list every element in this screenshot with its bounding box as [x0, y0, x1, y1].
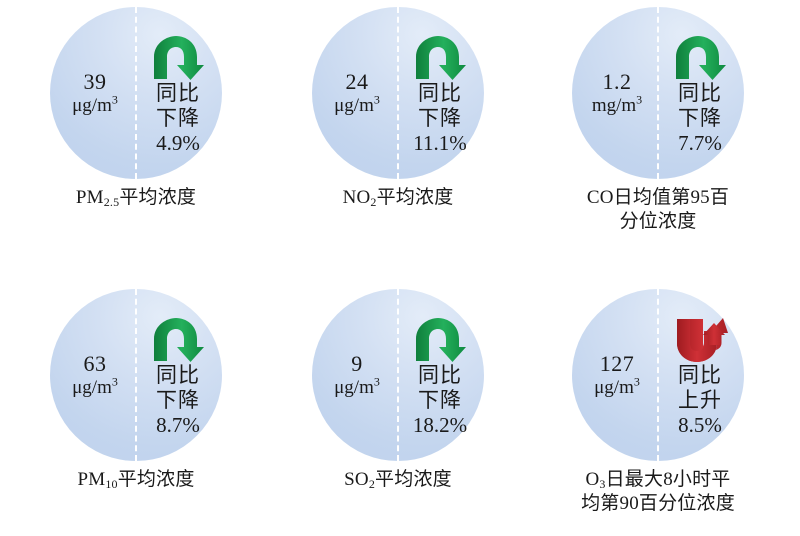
indicator-card-co: 1.2 mg/m3 同比 下降 7.7% CO日均值第95百 分位浓度 — [528, 0, 788, 235]
value-number: 63 — [83, 350, 107, 376]
trend-label-line2: 下降 — [156, 106, 200, 130]
caption-subscript: 10 — [105, 477, 118, 491]
down-trend-arrow-glyph — [416, 36, 466, 81]
unit-text: μg/m — [72, 377, 112, 399]
trend-percent: 8.5% — [678, 413, 722, 438]
trend-label-line1: 同比 — [156, 364, 200, 388]
disc-dashed-divider — [135, 289, 137, 461]
unit-exponent: 3 — [111, 92, 118, 107]
down-trend-arrow-glyph — [154, 36, 204, 81]
trend-label-line2: 下降 — [156, 388, 200, 412]
value-block: 1.2 mg/m3 — [576, 7, 658, 179]
value-number: 127 — [599, 350, 635, 376]
unit-text: mg/m — [591, 95, 637, 117]
up-trend-arrow-glyph — [677, 318, 728, 363]
indicator-card-pm10: 63 μg/m3 同比 下降 8.7% PM10平均浓度 — [6, 282, 266, 492]
value-unit: μg/m3 — [594, 374, 640, 399]
trend-label-line1: 同比 — [678, 82, 722, 106]
trend-block: 同比 上升 8.5% — [658, 289, 742, 461]
disc-dashed-divider — [135, 7, 137, 179]
unit-exponent: 3 — [373, 92, 380, 107]
trend-percent: 8.7% — [156, 413, 200, 438]
trend-label-line2: 下降 — [418, 388, 462, 412]
indicator-disc: 127 μg/m3 同比 上升 8.5% — [572, 289, 744, 461]
caption-line: PM2.5平均浓度 — [75, 187, 197, 209]
indicator-card-pm25: 39 μg/m3 同比 下降 4.9% PM2.5平均浓度 — [6, 0, 266, 210]
indicator-caption: PM10平均浓度 — [6, 468, 266, 492]
trend-label-line2: 下降 — [418, 106, 462, 130]
caption-line: SO2平均浓度 — [344, 469, 452, 491]
trend-label-line1: 同比 — [156, 82, 200, 106]
indicator-disc: 39 μg/m3 同比 下降 4.9% — [50, 7, 222, 179]
trend-block: 同比 下降 4.9% — [136, 7, 220, 179]
value-unit: μg/m3 — [72, 92, 118, 117]
indicator-caption: PM2.5平均浓度 — [6, 186, 266, 210]
indicator-card-so2: 9 μg/m3 同比 下降 18.2% SO2平均浓度 — [268, 282, 528, 492]
indicator-caption: CO日均值第95百 分位浓度 — [528, 186, 788, 235]
down-trend-arrow-glyph — [676, 36, 726, 81]
disc-dashed-divider — [657, 289, 659, 461]
trend-block: 同比 下降 18.2% — [398, 289, 482, 461]
unit-text: μg/m — [334, 95, 374, 117]
trend-percent: 11.1% — [413, 131, 467, 156]
caption-line: NO2平均浓度 — [342, 187, 454, 209]
caption-subscript: 3 — [599, 477, 606, 491]
trend-block: 同比 下降 7.7% — [658, 7, 742, 179]
value-number: 24 — [345, 68, 369, 94]
value-unit: μg/m3 — [334, 92, 380, 117]
indicator-disc: 1.2 mg/m3 同比 下降 7.7% — [572, 7, 744, 179]
disc-dashed-divider — [397, 7, 399, 179]
value-unit: mg/m3 — [591, 92, 643, 117]
caption-subscript: 2 — [370, 195, 377, 209]
indicator-card-no2: 24 μg/m3 同比 下降 11.1% NO2平均浓度 — [268, 0, 528, 210]
disc-dashed-divider — [397, 289, 399, 461]
trend-percent: 7.7% — [678, 131, 722, 156]
indicator-caption: NO2平均浓度 — [268, 186, 528, 210]
unit-text: μg/m — [72, 95, 112, 117]
caption-line: O3日最大8小时平 — [585, 469, 731, 491]
indicator-disc: 9 μg/m3 同比 下降 18.2% — [312, 289, 484, 461]
caption-line: CO日均值第95百 — [586, 187, 730, 208]
caption-subscript: 2.5 — [103, 195, 120, 209]
trend-label-line1: 同比 — [418, 364, 462, 388]
unit-exponent: 3 — [633, 374, 640, 389]
value-block: 39 μg/m3 — [54, 7, 136, 179]
indicator-caption: SO2平均浓度 — [268, 468, 528, 492]
caption-subscript: 2 — [368, 477, 376, 491]
value-number: 1.2 — [602, 68, 632, 94]
down-trend-arrow-glyph — [154, 318, 204, 363]
caption-line: 均第90百分位浓度 — [581, 493, 735, 515]
trend-percent: 4.9% — [156, 131, 200, 156]
indicator-card-o3: 127 μg/m3 同比 上升 8.5% O3日最大8小时平 均第90百分位浓度 — [528, 282, 788, 517]
trend-label-line1: 同比 — [418, 82, 462, 106]
down-trend-arrow-glyph — [416, 318, 466, 363]
indicator-disc: 63 μg/m3 同比 下降 8.7% — [50, 289, 222, 461]
value-block: 63 μg/m3 — [54, 289, 136, 461]
trend-percent: 18.2% — [412, 413, 468, 438]
value-number: 9 — [351, 350, 363, 376]
caption-line: 分位浓度 — [619, 211, 697, 233]
trend-block: 同比 下降 11.1% — [398, 7, 482, 179]
value-block: 24 μg/m3 — [316, 7, 398, 179]
trend-block: 同比 下降 8.7% — [136, 289, 220, 461]
caption-line: PM10平均浓度 — [77, 469, 195, 491]
unit-text: μg/m — [594, 377, 634, 399]
unit-text: μg/m — [334, 377, 374, 399]
value-block: 9 μg/m3 — [316, 289, 398, 461]
value-block: 127 μg/m3 — [576, 289, 658, 461]
unit-exponent: 3 — [636, 92, 643, 107]
trend-label-line1: 同比 — [678, 364, 722, 388]
trend-label-line2: 上升 — [678, 388, 722, 412]
unit-exponent: 3 — [373, 374, 380, 389]
value-unit: μg/m3 — [72, 374, 118, 399]
disc-dashed-divider — [657, 7, 659, 179]
indicator-caption: O3日最大8小时平 均第90百分位浓度 — [528, 468, 788, 517]
value-unit: μg/m3 — [334, 374, 380, 399]
indicator-disc: 24 μg/m3 同比 下降 11.1% — [312, 7, 484, 179]
unit-exponent: 3 — [111, 374, 118, 389]
value-number: 39 — [83, 68, 107, 94]
trend-label-line2: 下降 — [678, 106, 722, 130]
